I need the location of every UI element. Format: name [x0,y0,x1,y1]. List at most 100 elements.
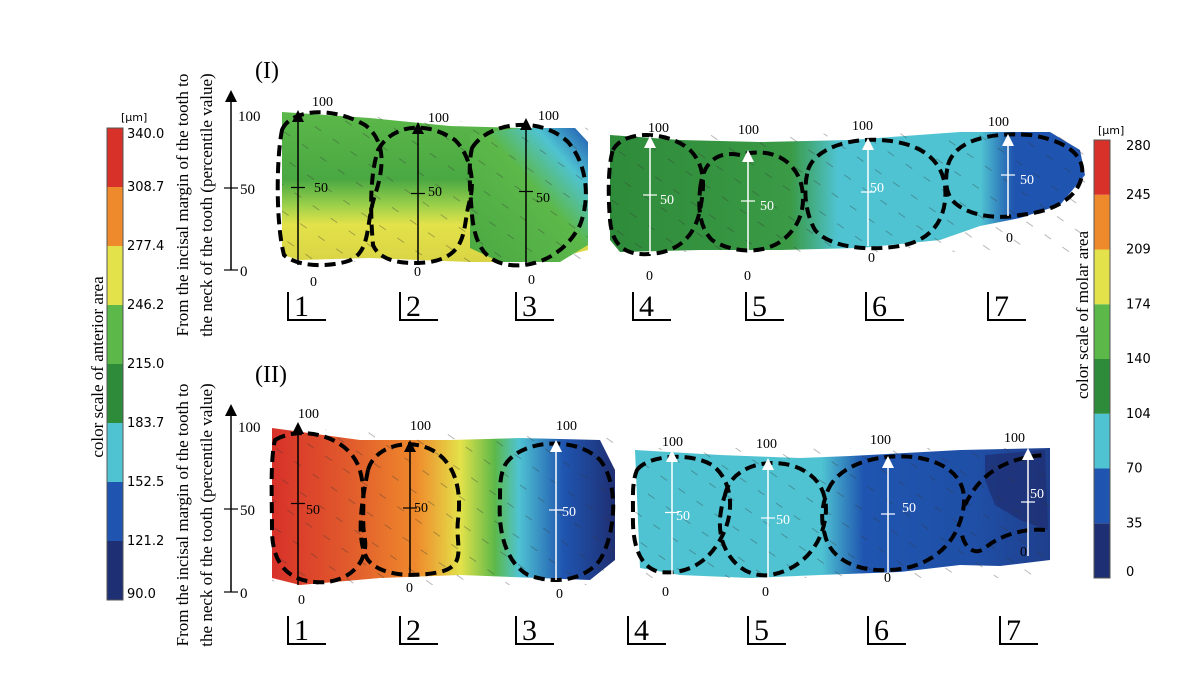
tooth-bottom-label: 0 [868,251,875,266]
tooth-bottom-label: 0 [556,587,563,602]
tooth-number-corner-mark [867,616,906,645]
tooth-number-label: 1 [294,614,309,647]
tooth-bottom-label: 0 [406,581,413,596]
tooth-top-label: 100 [1004,431,1025,446]
anterior-scale-tick-label: 215.0 [127,357,164,372]
tooth-number-label: 3 [522,290,537,323]
y-tick-label-50: 50 [240,503,255,519]
tooth-number-label: 5 [752,290,767,323]
tooth-mid-label: 50 [536,191,550,206]
anterior-color-segment [107,423,123,482]
tooth-mid-label: 50 [660,193,674,208]
anterior-color-segment [107,482,123,541]
tooth-top-label: 100 [538,109,559,124]
molar-scale-tick-label: 245 [1126,188,1151,203]
tooth-number-corner-mark [287,616,326,645]
molar-color-segment [1094,523,1110,578]
anterior-color-segment [107,246,123,305]
y-tick-label-0: 0 [240,264,248,280]
tooth-mid-label: 50 [776,513,790,528]
tooth-mid-label: 50 [428,185,442,200]
anterior-scale-tick-label: 340.0 [127,127,164,142]
tooth-bottom-label: 0 [414,265,421,280]
molar-scale-tick-label: 104 [1126,407,1151,422]
anterior-color-segment [107,187,123,246]
molar-color-segment [1094,194,1110,250]
tooth-number-corner-mark [287,292,326,321]
tooth-number-label: 4 [639,290,654,323]
molar-scale-tick-label: 140 [1126,352,1151,367]
tooth-mid-label: 50 [1020,173,1034,188]
y-tick-label-100: 100 [238,420,261,436]
tooth-number-corner-mark [627,616,666,645]
tooth-bottom-label: 0 [646,269,653,284]
tooth-top-label: 100 [738,123,759,138]
tooth-bottom-label: 0 [1006,231,1013,246]
molar-scale-tick-label: 70 [1126,462,1143,477]
molar-color-segment [1094,359,1110,414]
tooth-number-label: 2 [406,290,421,323]
tooth-number-label: 4 [634,614,649,647]
tooth-number-label: 7 [1006,614,1021,647]
anterior-hatch [272,428,615,585]
tooth-top-label: 100 [556,419,577,434]
anterior-color-segment [107,364,123,423]
anterior-scale-tick-label: 277.4 [127,239,164,254]
tooth-mid-label: 50 [902,501,916,516]
tooth-mid-label: 50 [760,199,774,214]
tooth-top-label: 100 [648,121,669,136]
anterior-scale-tick-label: 308.7 [127,180,164,195]
anterior-scale-border [106,127,124,601]
tooth-bottom-label: 0 [528,273,535,288]
molar-scale-unit: [µm] [1098,124,1124,137]
tooth-bottom-label: 0 [662,585,669,600]
tooth-number-label: 2 [406,614,421,647]
molar-color-scale: [µm] 280 245 209 174 140 104 70 35 0 color scale… [1073,124,1151,580]
molar-hatch [635,448,1050,578]
tooth-top-label: 100 [410,419,431,434]
tooth-number-corner-mark [999,616,1038,645]
tooth-mid-label: 50 [676,509,690,524]
y-axis-label-line1: From the incisal margin of the tooth to [173,384,192,647]
molar-hatch [610,132,1085,252]
tooth-outlines [275,110,1085,268]
molar-color-segment [1094,140,1110,195]
tooth-bottom-label: 0 [884,571,891,586]
tooth-number-corner-mark [399,616,438,645]
tooth-bottom-label: 0 [310,275,317,290]
tooth-number-corner-mark [747,616,786,645]
tooth-top-label: 100 [428,111,449,126]
molar-scale-label: color scale of molar area [1073,231,1092,399]
tooth-mid-label: 50 [314,181,328,196]
tooth-mid-label: 50 [1030,487,1044,502]
tooth-bottom-label: 0 [1020,545,1027,560]
tooth-mid-label: 50 [870,181,884,196]
molar-scale-border [1093,139,1111,579]
anterior-scale-tick-label: 246.2 [127,298,164,313]
tooth-number-corner-mark [987,292,1026,321]
panel-label: (II) [255,362,287,388]
panel-I: (I) From the incisal margin of the tooth… [173,58,1085,337]
panel-label: (I) [255,58,279,84]
tooth-bottom-label: 0 [762,585,769,600]
tooth-top-label: 100 [298,407,319,422]
anterior-scale-label: color scale of anterior area [88,276,107,458]
tooth-mid-label: 50 [414,501,428,516]
tooth-top-label: 100 [852,119,873,134]
molar-scale-tick-label: 35 [1126,516,1143,531]
y-axis-label-line1: From the incisal margin of the tooth to [173,74,192,337]
anterior-color-segment [107,541,123,600]
y-tick-label-0: 0 [240,586,248,602]
y-tick-label-100: 100 [238,109,261,125]
anterior-scale-tick-label: 152.5 [127,475,164,490]
tooth-number-corner-mark [515,616,554,645]
tooth-number-corner-mark [632,292,671,321]
tooth-top-label: 100 [312,95,333,110]
y-axis-label-line2: the neck of the tooth (percentile value) [197,383,216,646]
anterior-scale-tick-label: 121.2 [127,534,164,549]
tooth-top-label: 100 [870,433,891,448]
anterior-color-scale: [µm] 340.0 308.7 277.4 246.2 215.0 183.7 152.5… [88,111,164,602]
tooth-number-corner-mark [515,292,554,321]
panel-II: (II) From the incisal margin of the toot… [173,362,1050,647]
